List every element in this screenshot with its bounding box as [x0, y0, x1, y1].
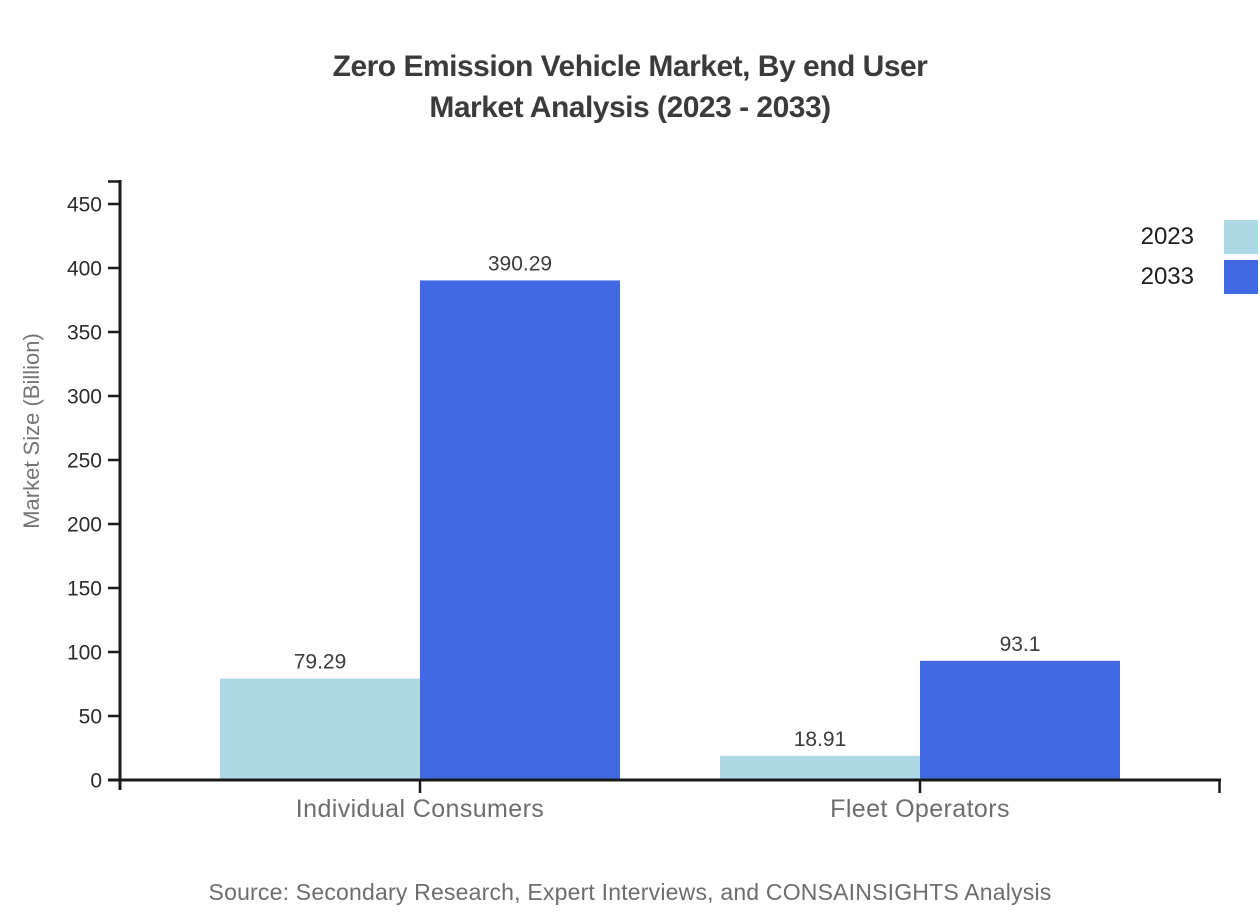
y-tick-label: 450	[67, 194, 102, 217]
bar-2023-individual-consumers	[220, 678, 420, 780]
legend-item-2033: 2033	[1141, 260, 1258, 294]
y-tick-label: 300	[67, 386, 102, 409]
bar-2023-fleet-operators	[720, 755, 920, 780]
legend: 2023 2033	[1141, 220, 1258, 294]
y-tick-label: 150	[67, 578, 102, 601]
legend-swatch-2033	[1224, 260, 1258, 294]
source-note: Source: Secondary Research, Expert Inter…	[208, 879, 1052, 905]
chart-title-line-1: Zero Emission Vehicle Market, By end Use…	[332, 50, 928, 83]
y-tick-label: 350	[67, 322, 102, 345]
legend-label-2023: 2023	[1140, 223, 1194, 250]
bar-2033-individual-consumers	[420, 280, 620, 780]
legend-item-2023: 2023	[1141, 220, 1258, 254]
bar-2033-fleet-operators	[920, 660, 1120, 780]
chart-title: Zero Emission Vehicle Market, By end Use…	[0, 46, 1260, 128]
y-tick-label: 400	[67, 258, 102, 281]
bar-value-2033-individual-consumers: 390.29	[488, 252, 552, 275]
bar-value-2023-individual-consumers: 79.29	[294, 651, 347, 674]
y-tick-label: 200	[67, 514, 102, 537]
bar-value-2033-fleet-operators: 93.1	[1000, 633, 1041, 656]
x-category-label-individual-consumers: Individual Consumers	[296, 795, 544, 823]
x-category-label-fleet-operators: Fleet Operators	[830, 795, 1010, 823]
y-tick-label: 100	[67, 642, 102, 665]
y-tick-label: 50	[79, 706, 102, 729]
legend-label-2033: 2033	[1140, 263, 1194, 290]
y-tick-label: 0	[90, 770, 102, 793]
chart-title-line-2: Market Analysis (2023 - 2033)	[429, 91, 831, 124]
bar-value-2023-fleet-operators: 18.91	[794, 728, 847, 751]
legend-swatch-2023	[1224, 220, 1258, 254]
y-tick-label: 250	[67, 450, 102, 473]
